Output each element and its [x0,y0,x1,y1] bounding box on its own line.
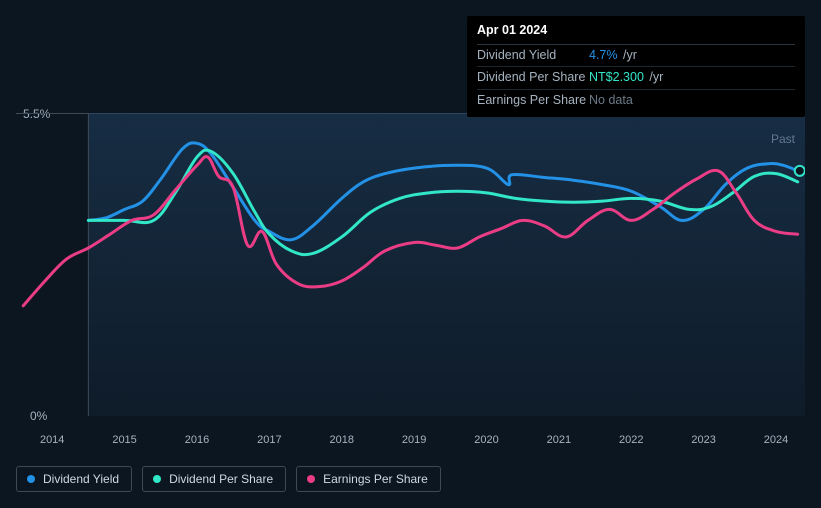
legend-item[interactable]: Earnings Per Share [296,466,441,492]
end-marker-icon [795,166,805,176]
legend-item-label: Dividend Yield [43,472,119,486]
tooltip-row-value: NT$2.300 /yr [589,69,663,87]
legend-dot-icon [307,475,315,483]
chart-container: 5.5% 0% Past 201420152016201720182019202… [16,16,805,446]
x-axis-label: 2020 [474,434,498,446]
tooltip-row: Dividend Per ShareNT$2.300 /yr [477,67,795,90]
x-axis-label: 2016 [185,434,209,446]
tooltip-row-label: Earnings Per Share [477,92,589,110]
legend-item-label: Dividend Per Share [169,472,273,486]
tooltip-row: Dividend Yield4.7% /yr [477,45,795,68]
x-axis-label: 2018 [329,434,353,446]
plot-area[interactable] [16,113,805,416]
x-axis-label: 2024 [764,434,788,446]
tooltip-row-value: No data [589,92,633,110]
legend-item[interactable]: Dividend Yield [16,466,132,492]
x-axis-label: 2022 [619,434,643,446]
x-axis-label: 2017 [257,434,281,446]
legend-item-label: Earnings Per Share [323,472,428,486]
legend-dot-icon [27,475,35,483]
tooltip-row-label: Dividend Per Share [477,69,589,87]
x-axis: 2014 2015 2016 2017 2018 2019 2020 2021 2022 2023… [16,434,805,449]
x-axis-label: 2019 [402,434,426,446]
tooltip: Apr 01 2024 Dividend Yield4.7% /yrDivide… [467,16,805,117]
legend: Dividend Yield Dividend Per Share Earnings… [16,466,441,492]
tooltip-rows: Dividend Yield4.7% /yrDividend Per Share… [477,45,795,112]
tooltip-title: Apr 01 2024 [477,22,795,45]
tooltip-row: Earnings Per ShareNo data [477,90,795,112]
chart-svg [16,113,805,416]
tooltip-row-value: 4.7% /yr [589,47,637,65]
x-axis-label: 2015 [112,434,136,446]
x-axis-label: 2021 [547,434,571,446]
legend-item[interactable]: Dividend Per Share [142,466,286,492]
x-axis-label: 2023 [691,434,715,446]
legend-dot-icon [153,475,161,483]
x-axis-label: 2014 [40,434,64,446]
tooltip-row-label: Dividend Yield [477,47,589,65]
